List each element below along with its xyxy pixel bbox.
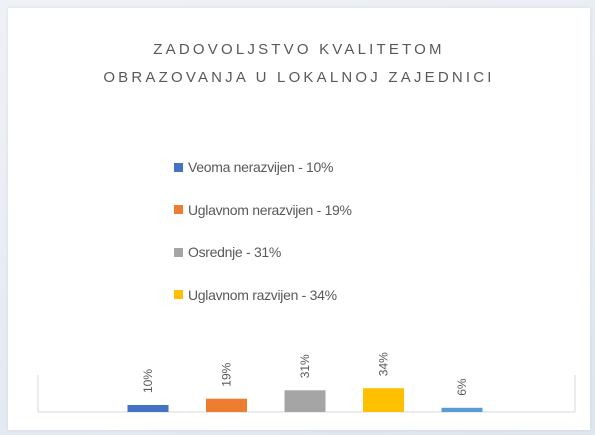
data-label: 34% bbox=[377, 352, 391, 376]
legend-entry: Osrednje - 31% bbox=[174, 231, 352, 274]
bar bbox=[363, 388, 404, 412]
legend-swatch bbox=[174, 290, 183, 300]
data-label: 19% bbox=[220, 362, 234, 386]
legend-entry: Uglavnom nerazvijen - 19% bbox=[174, 189, 352, 232]
legend-swatch bbox=[174, 162, 183, 172]
legend-entry: Uglavnom razvijen - 34% bbox=[174, 274, 352, 317]
data-label: 6% bbox=[455, 378, 469, 396]
data-label: 31% bbox=[298, 354, 312, 378]
bar bbox=[441, 407, 483, 412]
legend: Veoma nerazvijen - 10% Uglavnom nerazvije… bbox=[174, 146, 352, 316]
legend-label: Veoma nerazvijen - 10% bbox=[188, 159, 334, 176]
chart-card: ZADOVOLJSTVO KVALITETOM OBRAZOVANJA U LO… bbox=[8, 8, 590, 430]
legend-label: Osrednje - 31% bbox=[188, 244, 282, 261]
legend-swatch bbox=[174, 247, 183, 257]
legend-entry: Veoma nerazvijen - 10% bbox=[174, 146, 352, 189]
bar bbox=[284, 390, 326, 412]
legend-label: Uglavnom nerazvijen - 19% bbox=[188, 201, 352, 218]
chart-title: ZADOVOLJSTVO KVALITETOM OBRAZOVANJA U LO… bbox=[103, 41, 495, 86]
bar bbox=[206, 398, 247, 412]
bar bbox=[127, 405, 169, 412]
plot: 10% 19% 31% 34% 6% bbox=[37, 352, 576, 413]
legend-swatch bbox=[174, 205, 183, 215]
data-label: 10% bbox=[141, 369, 155, 393]
legend-label: Uglavnom razvijen - 34% bbox=[188, 286, 337, 303]
